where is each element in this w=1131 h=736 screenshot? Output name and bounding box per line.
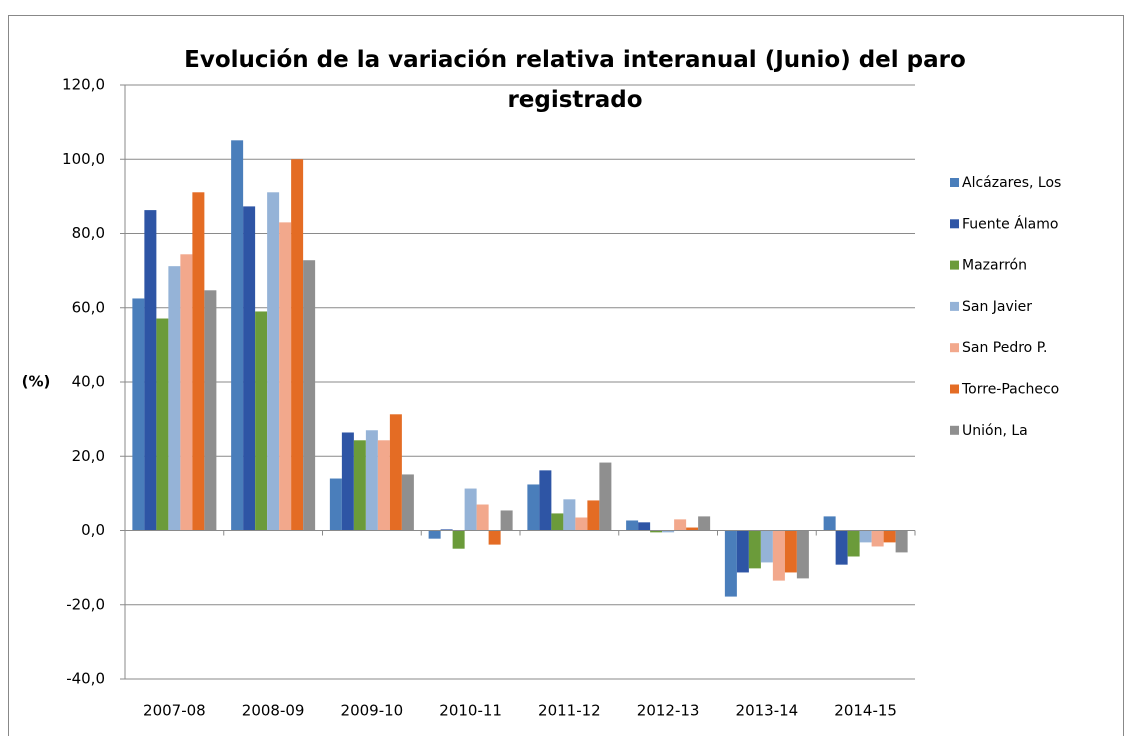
- bar: [255, 311, 268, 531]
- chart-border: [8, 15, 1124, 736]
- bar: [144, 210, 157, 531]
- bar: [772, 530, 785, 581]
- bar: [440, 529, 453, 531]
- x-tick-label: 2014-15: [834, 702, 897, 720]
- bar: [243, 206, 256, 531]
- legend-swatch: [950, 384, 959, 394]
- bar: [626, 520, 639, 531]
- y-tick-label: 40,0: [72, 373, 105, 391]
- bar: [871, 530, 884, 547]
- bar: [389, 414, 402, 531]
- x-tick-label: 2007-08: [143, 702, 206, 720]
- bar: [638, 522, 651, 531]
- bar: [168, 266, 181, 531]
- legend-swatch: [950, 425, 959, 435]
- bar: [796, 530, 809, 579]
- y-tick-label: 120,0: [62, 76, 105, 94]
- bar: [748, 530, 761, 569]
- bar: [835, 530, 848, 565]
- bar: [539, 470, 552, 531]
- bar: [662, 530, 675, 533]
- bar: [784, 530, 797, 573]
- bar: [686, 527, 699, 531]
- x-tick-label: 2012-13: [637, 702, 700, 720]
- legend-label: San Pedro P.: [962, 340, 1047, 356]
- bar: [488, 530, 501, 545]
- y-tick-label: 100,0: [62, 150, 105, 168]
- bar: [527, 484, 540, 531]
- bar: [587, 500, 600, 531]
- bar: [883, 530, 896, 543]
- bar: [291, 159, 304, 531]
- bar: [500, 510, 513, 531]
- bar: [847, 530, 860, 557]
- legend-swatch: [950, 178, 959, 187]
- bar: [724, 530, 737, 597]
- y-tick-label: 20,0: [72, 447, 105, 465]
- bar: [365, 430, 378, 531]
- bar: [823, 516, 836, 531]
- bar: [551, 513, 564, 531]
- chart-title: Evolución de la variación relativa inter…: [184, 47, 966, 113]
- bar: [452, 530, 465, 549]
- legend-label: Fuente Álamo: [962, 215, 1058, 232]
- x-tick-label: 2011-12: [538, 702, 601, 720]
- bar: [231, 140, 244, 531]
- legend-label: Torre-Pacheco: [961, 382, 1059, 398]
- bar: [760, 530, 773, 563]
- legend-swatch: [950, 343, 959, 353]
- bar: [401, 474, 414, 531]
- y-axis-label: (%): [22, 373, 51, 391]
- bar: [377, 440, 390, 531]
- bar: [192, 192, 205, 531]
- y-tick-label: 80,0: [72, 224, 105, 242]
- bar: [575, 517, 588, 531]
- bar: [859, 530, 872, 543]
- bar: [428, 530, 441, 539]
- bar: [132, 298, 145, 531]
- legend-swatch: [950, 219, 959, 229]
- bar: [476, 504, 489, 531]
- x-tick-label: 2013-14: [736, 702, 799, 720]
- y-tick-label: 60,0: [72, 298, 105, 316]
- y-tick-label: 0,0: [81, 521, 105, 539]
- bar: [599, 462, 612, 531]
- bar: [650, 530, 663, 533]
- legend-swatch: [950, 301, 959, 311]
- legend-label: Unión, La: [962, 423, 1028, 439]
- x-tick-label: 2009-10: [341, 702, 404, 720]
- bar: [895, 530, 908, 553]
- legend-label: Alcázares, Los: [962, 175, 1061, 191]
- bar: [563, 499, 576, 531]
- bar: [698, 516, 711, 531]
- bar: [674, 519, 687, 531]
- bar: [180, 254, 193, 531]
- bar: [267, 192, 280, 531]
- y-tick-label: -20,0: [66, 595, 105, 613]
- bar: [341, 432, 354, 531]
- legend-label: Mazarrón: [962, 258, 1027, 274]
- legend-label: San Javier: [962, 299, 1032, 315]
- x-tick-label: 2010-11: [439, 702, 502, 720]
- bar: [464, 488, 477, 531]
- legend-swatch: [950, 260, 959, 270]
- bar: [736, 530, 749, 573]
- y-tick-label: -40,0: [66, 670, 105, 688]
- bar: [279, 222, 292, 531]
- bar: [204, 290, 217, 531]
- bar: [156, 318, 169, 531]
- bar: [329, 478, 342, 531]
- x-tick-label: 2008-09: [242, 702, 305, 720]
- bar: [303, 260, 316, 531]
- bar: [353, 440, 366, 531]
